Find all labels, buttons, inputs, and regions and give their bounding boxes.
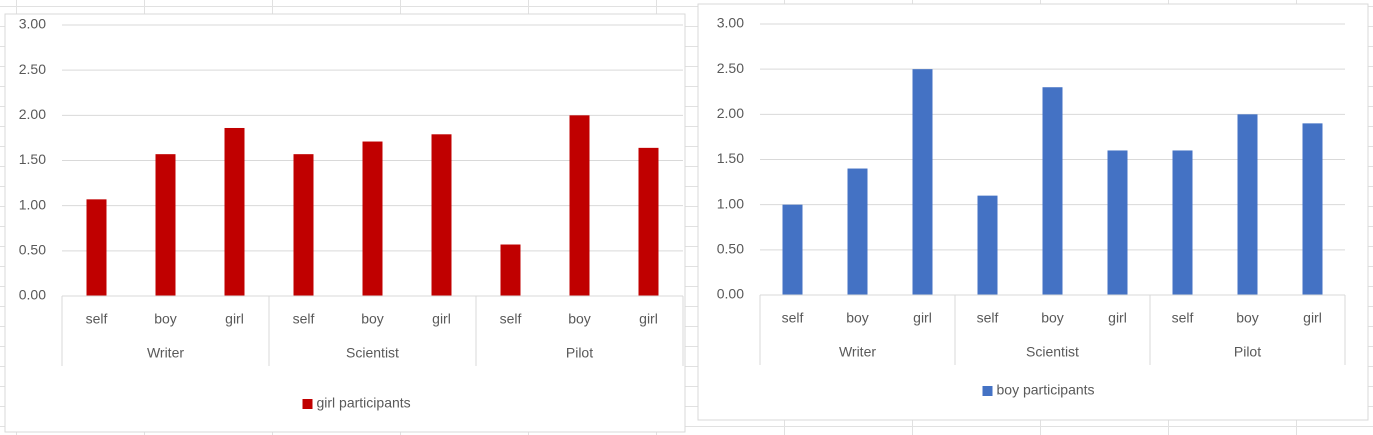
y-tick-label: 1.00 [717, 195, 744, 211]
x-tick-label: girl [1108, 310, 1127, 326]
bar [1042, 87, 1063, 295]
legend-label: girl participants [317, 395, 411, 411]
x-tick-label: girl [1303, 310, 1322, 326]
y-tick-label: 1.50 [717, 150, 744, 166]
x-tick-label: girl [432, 311, 451, 327]
bar [86, 199, 107, 296]
legend-swatch [302, 399, 313, 409]
group-label: Scientist [346, 345, 399, 361]
bar [977, 195, 998, 295]
bar [569, 115, 590, 296]
y-tick-label: 0.50 [717, 241, 744, 257]
x-tick-label: girl [639, 311, 658, 327]
bar [1237, 114, 1258, 295]
y-tick-label: 3.00 [19, 16, 46, 32]
x-tick-label: self [500, 311, 522, 327]
x-tick-label: self [86, 311, 108, 327]
x-tick-label: self [1172, 310, 1194, 326]
x-tick-label: boy [846, 310, 869, 326]
x-tick-label: self [977, 310, 999, 326]
bar [500, 244, 521, 296]
y-tick-label: 0.00 [717, 286, 744, 302]
y-tick-label: 1.00 [19, 196, 46, 212]
x-tick-label: boy [154, 311, 177, 327]
bar [155, 154, 176, 296]
y-tick-label: 1.50 [19, 151, 46, 167]
x-tick-label: boy [1041, 310, 1064, 326]
x-tick-label: boy [1236, 310, 1259, 326]
bar [224, 127, 245, 296]
y-tick-label: 2.50 [19, 61, 46, 77]
x-tick-label: boy [361, 311, 384, 327]
bar [638, 147, 659, 296]
group-label: Pilot [1234, 344, 1261, 360]
y-tick-label: 3.00 [717, 15, 744, 31]
legend-label: boy participants [997, 382, 1095, 398]
bar [362, 141, 383, 296]
y-tick-label: 0.50 [19, 242, 46, 258]
bar [431, 134, 452, 296]
group-label: Pilot [566, 345, 593, 361]
bar [1107, 150, 1128, 295]
bar [912, 69, 933, 296]
group-label: Scientist [1026, 344, 1079, 360]
bar [293, 154, 314, 296]
y-tick-label: 2.00 [717, 105, 744, 121]
x-tick-label: boy [568, 311, 591, 327]
legend-swatch [982, 386, 993, 396]
x-tick-label: girl [225, 311, 244, 327]
bar [1302, 123, 1323, 295]
x-tick-label: self [293, 311, 315, 327]
y-tick-label: 0.00 [19, 287, 46, 303]
bar [847, 168, 868, 295]
bar [1172, 150, 1193, 295]
y-tick-label: 2.50 [717, 60, 744, 76]
x-tick-label: girl [913, 310, 932, 326]
bar [782, 204, 803, 295]
group-label: Writer [839, 344, 876, 360]
group-label: Writer [147, 345, 184, 361]
y-tick-label: 2.00 [19, 106, 46, 122]
x-tick-label: self [782, 310, 804, 326]
